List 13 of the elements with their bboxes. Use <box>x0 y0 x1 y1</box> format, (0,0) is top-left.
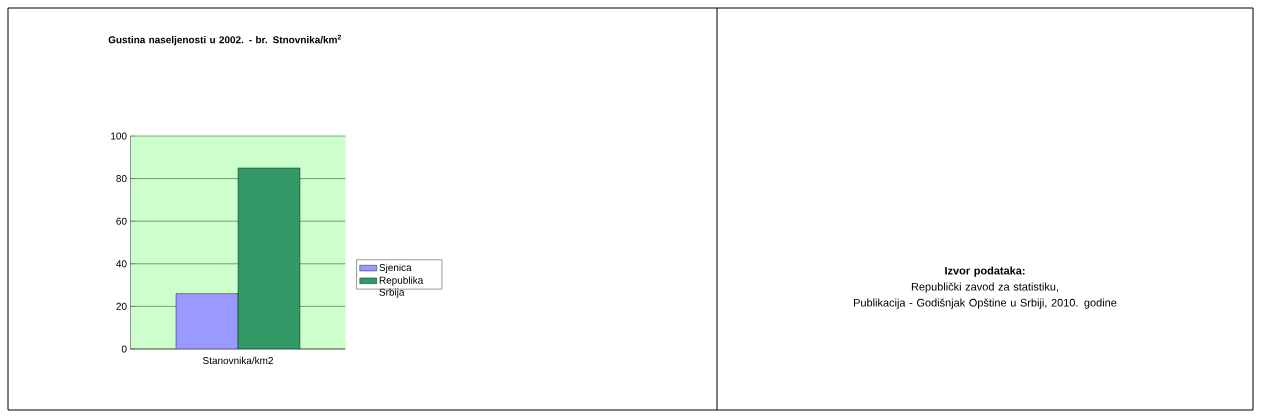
y-tick-label: 60 <box>116 217 127 225</box>
legend-label: Republika Srbija <box>379 276 424 298</box>
text: Publikacija - Godišnjak Opštine u Srbiji, 2010. godine <box>854 298 1117 309</box>
chart-title: Gustina naseljenosti u 2002. - br. Stnovnika/km$^{2}$ <box>108 34 342 46</box>
legend-label: Sjenica <box>379 263 412 274</box>
x-tick-label: Stanovnika/km2 <box>203 356 273 365</box>
text: Izvor podataka: <box>945 266 1025 277</box>
y-tick-label: 100 <box>111 132 127 140</box>
y-tick-label: 0 <box>121 345 127 353</box>
y-tick-label: 80 <box>116 175 127 183</box>
text: Republički zavod za statistiku, <box>911 282 1058 293</box>
y-tick-label: 20 <box>116 302 127 310</box>
y-tick-label: 40 <box>116 260 127 268</box>
